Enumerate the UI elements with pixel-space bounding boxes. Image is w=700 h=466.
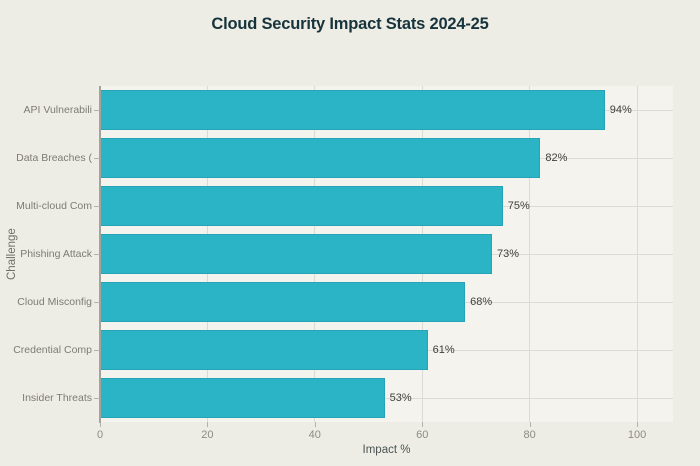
x-axis-ticks bbox=[100, 422, 673, 428]
plot-area bbox=[100, 86, 673, 422]
x-tick-label: 0 bbox=[96, 429, 104, 441]
bar-cloud-misconfig bbox=[100, 282, 466, 322]
y-axis-line bbox=[99, 86, 101, 423]
x-tick-mark bbox=[637, 422, 639, 427]
x-axis-title: Impact % bbox=[362, 444, 411, 456]
y-tick-mark bbox=[94, 350, 100, 351]
x-tick-label: 100 bbox=[627, 429, 647, 441]
y-tick-mark bbox=[94, 110, 100, 111]
y-category-label: Insider Threats bbox=[22, 391, 92, 404]
chart-title: Cloud Security Impact Stats 2024-25 bbox=[211, 15, 489, 33]
y-axis-ticks bbox=[94, 86, 100, 422]
bar-phishing-attack bbox=[100, 234, 493, 274]
y-axis-labels: API Vulnerabili Data Breaches ( Multi-clou… bbox=[0, 86, 92, 422]
y-tick-mark bbox=[94, 302, 100, 303]
x-tick-label: 20 bbox=[201, 429, 214, 441]
bar-insider-threats bbox=[100, 378, 385, 418]
y-tick-mark bbox=[94, 206, 100, 207]
y-tick-mark bbox=[94, 158, 100, 159]
y-tick-mark bbox=[94, 398, 100, 399]
y-category-label: Credential Comp bbox=[13, 343, 92, 356]
y-category-label: Multi-cloud Com bbox=[16, 199, 92, 212]
y-category-label: API Vulnerabili bbox=[23, 103, 92, 116]
x-tick-label: 40 bbox=[308, 429, 321, 441]
x-tick-label: 80 bbox=[523, 429, 536, 441]
bar-api-vulnerabili bbox=[100, 90, 605, 130]
y-category-label: Data Breaches ( bbox=[16, 151, 92, 164]
x-tick-label: 60 bbox=[416, 429, 429, 441]
bar-multi-cloud-com bbox=[100, 186, 503, 226]
x-tick-mark bbox=[207, 422, 209, 427]
horizontal-gridline bbox=[100, 398, 673, 399]
y-tick-mark bbox=[94, 254, 100, 255]
x-tick-mark bbox=[529, 422, 531, 427]
y-category-label: Phishing Attack bbox=[20, 247, 92, 260]
x-tick-mark bbox=[100, 422, 101, 427]
x-tick-mark bbox=[422, 422, 424, 427]
bar-credential-comp bbox=[100, 330, 428, 370]
bar-data-breaches bbox=[100, 138, 541, 178]
x-tick-mark bbox=[314, 422, 316, 427]
x-axis-tick-labels: 0 20 40 60 80 100 bbox=[97, 429, 673, 443]
y-category-label: Cloud Misconfig bbox=[17, 295, 92, 308]
